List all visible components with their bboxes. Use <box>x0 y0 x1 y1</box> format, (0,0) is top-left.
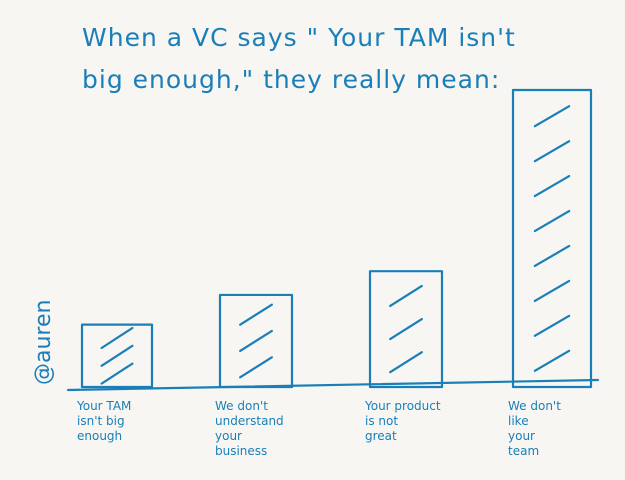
category-label-4: We don't like your team <box>508 399 561 458</box>
bar-4-hatching <box>533 105 571 372</box>
bar-3 <box>368 270 444 389</box>
category-label-3: Your product is not great <box>364 399 441 443</box>
category-label-2: We don't understand your business <box>215 399 284 458</box>
category-label-1: Your TAM isn't big enough <box>76 399 131 443</box>
chart-title-line-1: When a VC says " Your TAM isn't <box>82 23 516 52</box>
bar-3-hatching <box>389 284 423 374</box>
chart-title-line-2: big enough," they really mean: <box>82 65 500 94</box>
bars-group <box>80 88 593 389</box>
x-axis-baseline <box>66 378 600 392</box>
bar-1 <box>80 323 154 389</box>
bar-4 <box>511 88 593 389</box>
bar-1-hatching <box>100 326 134 385</box>
bar-2 <box>218 293 294 389</box>
bar-2-hatching <box>239 303 273 379</box>
category-labels-group: Your TAM isn't big enough We don't understan… <box>76 399 561 458</box>
author-signature: @auren <box>31 300 56 385</box>
